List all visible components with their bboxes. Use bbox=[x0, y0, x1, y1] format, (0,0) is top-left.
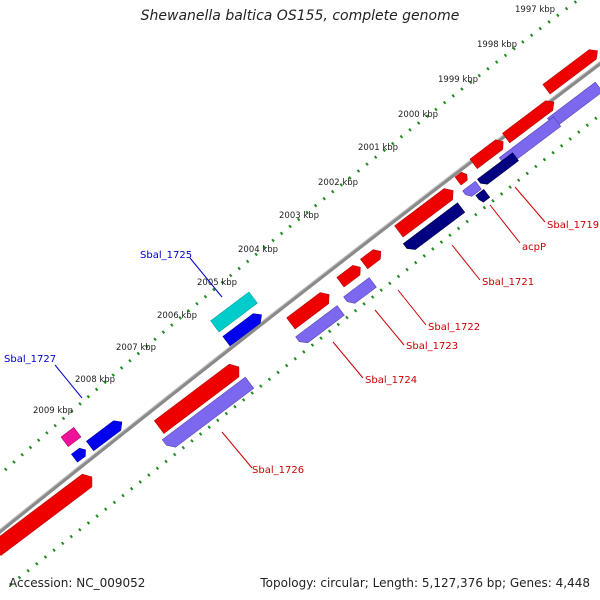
gene-feature bbox=[295, 305, 345, 344]
ruler-label: 2002 kbp bbox=[318, 178, 358, 188]
gene-label-sbal-1721: Sbal_1721 bbox=[482, 277, 534, 288]
ruler-label: 2009 kbp bbox=[33, 406, 73, 416]
genome-summary: Topology: circular; Length: 5,127,376 bp… bbox=[260, 576, 590, 590]
gene-label-sbal-1726: Sbal_1726 bbox=[252, 465, 304, 476]
gene-label-sbal-1722: Sbal_1722 bbox=[428, 322, 480, 333]
gene-label-sbal-1725: Sbal_1725 bbox=[140, 250, 192, 261]
gene-feature bbox=[394, 188, 454, 238]
gene-feature bbox=[86, 420, 123, 452]
gene-feature bbox=[71, 447, 86, 463]
gene-feature bbox=[402, 202, 466, 250]
gene-feature bbox=[469, 139, 504, 169]
ruler-label: 2004 kbp bbox=[238, 245, 278, 255]
gene-feature bbox=[502, 100, 555, 144]
gene-feature bbox=[210, 291, 258, 333]
ruler-label: 2000 kbp bbox=[398, 110, 438, 120]
gene-feature bbox=[0, 473, 93, 556]
gene-feature bbox=[336, 265, 361, 288]
ruler-label: 2008 kbp bbox=[75, 375, 115, 385]
inner-ruler-line bbox=[9, 113, 600, 587]
gene-feature bbox=[222, 313, 262, 347]
ruler-label: 1998 kbp bbox=[477, 40, 517, 50]
leader-lines bbox=[54, 186, 546, 469]
gene-feature bbox=[343, 277, 377, 304]
gene-feature bbox=[542, 49, 598, 95]
gene-labels: Sbal_1719 acpP Sbal_1721 Sbal_1722 Sbal_… bbox=[4, 220, 599, 476]
reverse-strand-features bbox=[161, 81, 600, 448]
ruler-label: 2001 kbp bbox=[358, 143, 398, 153]
ruler-label: 2006 kbp bbox=[157, 311, 197, 321]
gene-feature bbox=[60, 427, 82, 447]
gene-feature bbox=[153, 363, 240, 434]
gene-label-sbal-1723: Sbal_1723 bbox=[406, 341, 458, 352]
ruler-label: 1997 kbp bbox=[515, 5, 555, 15]
gene-feature bbox=[286, 292, 330, 330]
gene-feature bbox=[360, 249, 382, 270]
kbp-ruler: 1997 kbp 1998 kbp 1999 kbp 2000 kbp 2001… bbox=[33, 5, 555, 416]
gene-feature bbox=[161, 376, 255, 448]
ruler-label: 2003 kbp bbox=[279, 211, 319, 221]
other-features bbox=[60, 291, 262, 463]
gene-label-sbal-1727: Sbal_1727 bbox=[4, 354, 56, 365]
forward-strand-features bbox=[0, 49, 598, 556]
outer-ruler-line bbox=[4, 0, 579, 472]
ruler-label: 2007 kbp bbox=[116, 343, 156, 353]
ruler-label: 1999 kbp bbox=[438, 75, 478, 85]
gene-feature bbox=[454, 171, 468, 186]
accession-label: Accession: NC_009052 bbox=[9, 576, 146, 590]
gene-feature bbox=[462, 180, 482, 197]
gene-label-sbal-1724: Sbal_1724 bbox=[365, 375, 417, 386]
ruler-label: 2005 kbp bbox=[197, 278, 237, 288]
gene-feature bbox=[475, 189, 491, 203]
gene-label-acpP: acpP bbox=[522, 242, 546, 253]
gene-label-sbal-1719: Sbal_1719 bbox=[547, 220, 599, 231]
map-title: Shewanella baltica OS155, complete genom… bbox=[140, 8, 460, 24]
gene-feature bbox=[477, 152, 519, 185]
